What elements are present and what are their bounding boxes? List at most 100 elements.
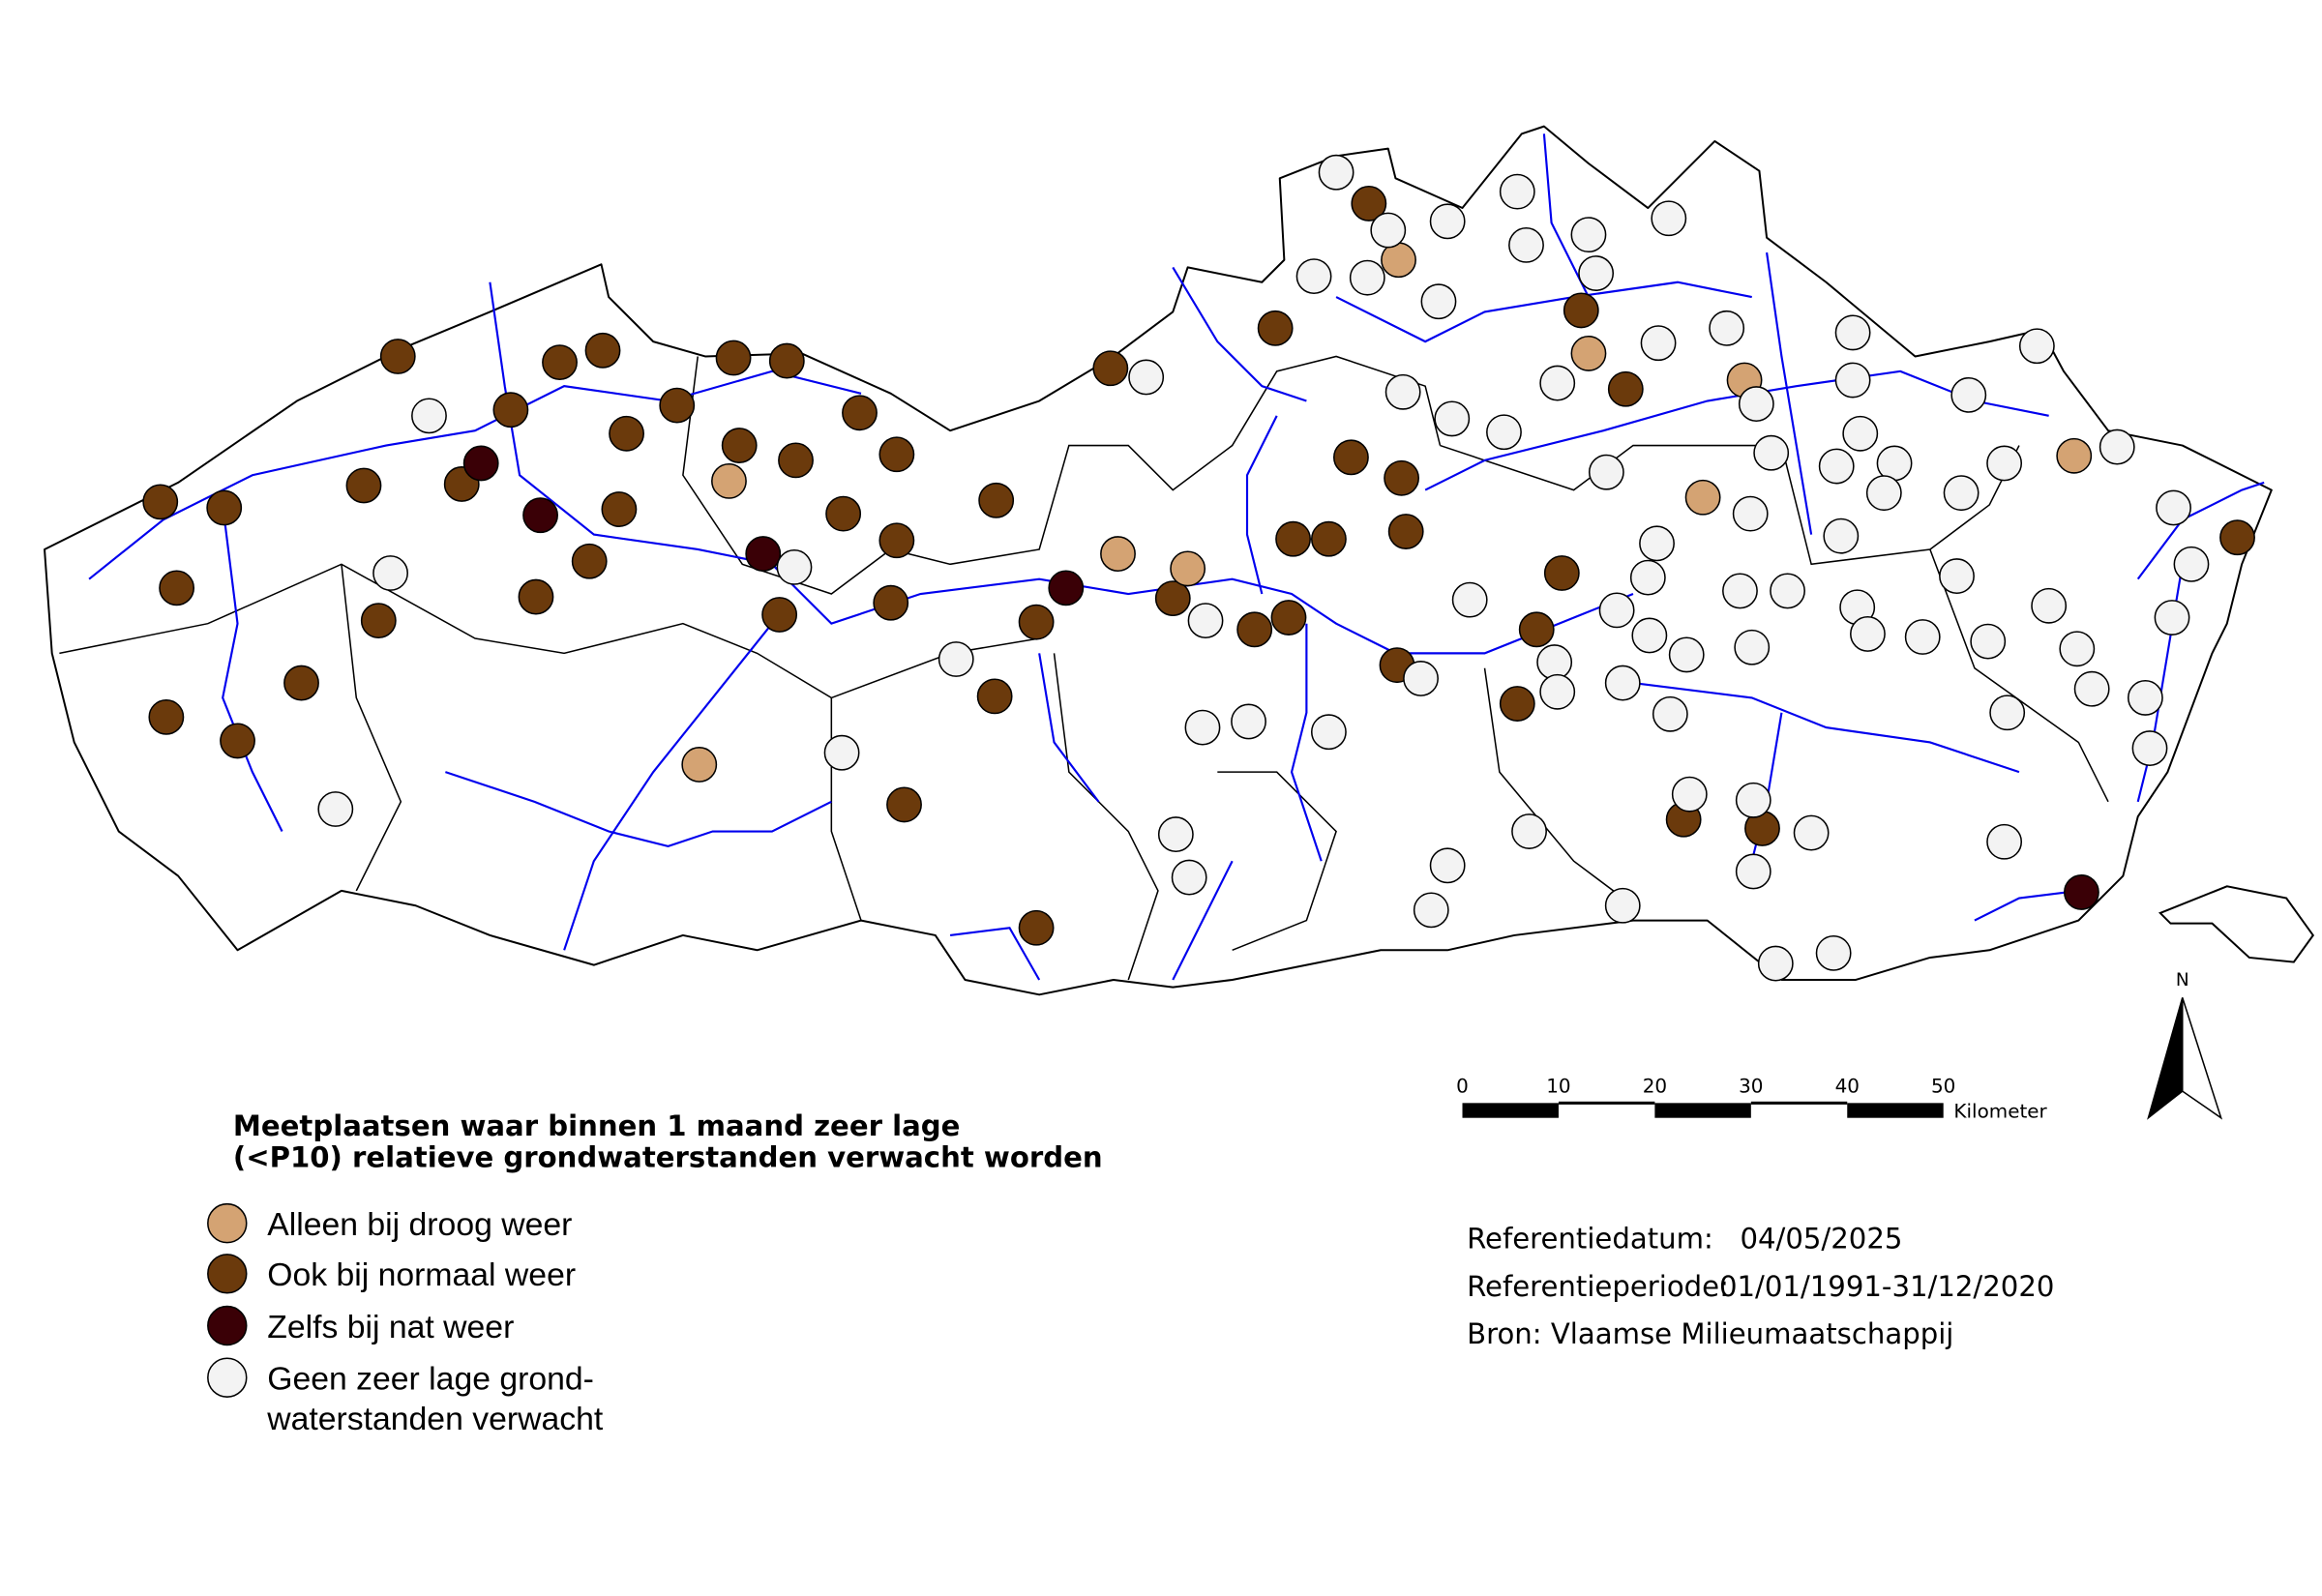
site-marker [1403,661,1439,696]
site-marker [1834,362,1871,399]
site-marker [1570,217,1607,253]
legend-label: Ook bij normaal weer [267,1256,576,1293]
site-marker [878,436,915,473]
site-marker [715,340,752,376]
site-marker [1631,617,1668,654]
site-marker [1722,573,1758,609]
site-marker [976,678,1013,715]
site-marker [745,536,782,572]
site-marker [1904,619,1941,655]
site-marker [522,497,558,534]
site-marker [492,392,529,429]
river [445,771,832,847]
north-arrow-right [2181,997,2223,1120]
site-marker [1709,310,1745,346]
site-marker [1684,479,1721,516]
internal-border [1217,771,1337,952]
river [563,623,773,951]
site-marker [1793,814,1830,851]
site-marker [1018,909,1055,946]
site-marker [360,603,397,639]
site-marker [1950,376,1987,413]
site-marker [1570,335,1607,371]
scale-segment [1750,1101,1848,1105]
river [1335,281,1752,343]
site-marker [1588,454,1624,490]
site-marker [2099,429,2135,465]
site-marker [1543,555,1580,591]
site-marker [1598,592,1635,629]
river [1172,266,1307,402]
internal-border [1929,548,2109,803]
site-marker [220,723,255,759]
legend: Alleen bij droog weer Ook bij normaal wee… [207,1202,604,1437]
river [2136,481,2265,580]
site-marker [1738,386,1774,422]
site-marker [1652,695,1688,732]
site-marker [1815,934,1852,971]
legend-swatch [207,1305,248,1346]
river [88,369,862,580]
site-marker [317,791,354,827]
site-marker [1850,616,1886,652]
site-marker [1735,782,1771,818]
site-marker [1986,445,2023,482]
river [1172,860,1234,981]
site-marker [1184,709,1221,746]
site-marker [1349,259,1385,296]
site-marker [2063,874,2099,910]
scale-tick-label: 20 [1643,1075,1667,1098]
site-marker [2173,546,2210,582]
site-marker [1539,673,1576,710]
site-marker [825,495,862,532]
site-marker [1629,559,1666,596]
legend-swatch [207,1202,248,1244]
site-marker [776,548,813,585]
legend-title: (<P10) relatieve grondwaterstanden verwa… [233,1140,1103,1173]
site-marker [1310,520,1347,557]
site-marker [1171,859,1207,896]
site-marker [1508,226,1544,263]
site-marker [1451,581,1488,618]
site-marker [542,344,578,381]
site-marker [1231,703,1266,740]
enclave-border [2158,885,2315,963]
site-marker [1420,283,1457,320]
site-marker [1640,325,1677,362]
site-marker [1939,558,1975,595]
site-marker [1753,434,1790,471]
site-markers [142,154,2255,982]
site-marker [1387,514,1424,549]
site-marker [2059,631,2096,667]
site-marker [1318,154,1354,191]
site-marker [2219,519,2255,556]
site-marker [1434,400,1471,437]
site-marker [1275,520,1311,557]
site-marker [1651,200,1687,237]
north-label: N [2176,970,2189,990]
site-marker [206,489,243,526]
site-marker [1970,623,2007,660]
site-marker [379,339,416,374]
legend-title: Meetplaatsen waar binnen 1 maand zeer la… [233,1109,960,1142]
site-marker [1384,459,1420,496]
legend-label: Alleen bij droog weer [267,1206,572,1243]
site-marker [1823,517,1860,554]
site-marker [1578,255,1615,291]
site-marker [1732,495,1769,532]
river [1038,653,1100,803]
site-marker [768,342,805,379]
site-marker [1989,695,2026,731]
site-marker [2127,680,2163,716]
site-marker [886,786,922,823]
site-marker [1429,203,1466,240]
site-marker [1048,570,1085,606]
legend-swatch [207,1254,248,1294]
site-marker [584,332,621,369]
basin-borders [59,355,2109,981]
scale-segment [1462,1103,1559,1118]
site-marker [148,698,185,735]
site-marker [1486,414,1522,451]
site-marker [1295,258,1332,295]
